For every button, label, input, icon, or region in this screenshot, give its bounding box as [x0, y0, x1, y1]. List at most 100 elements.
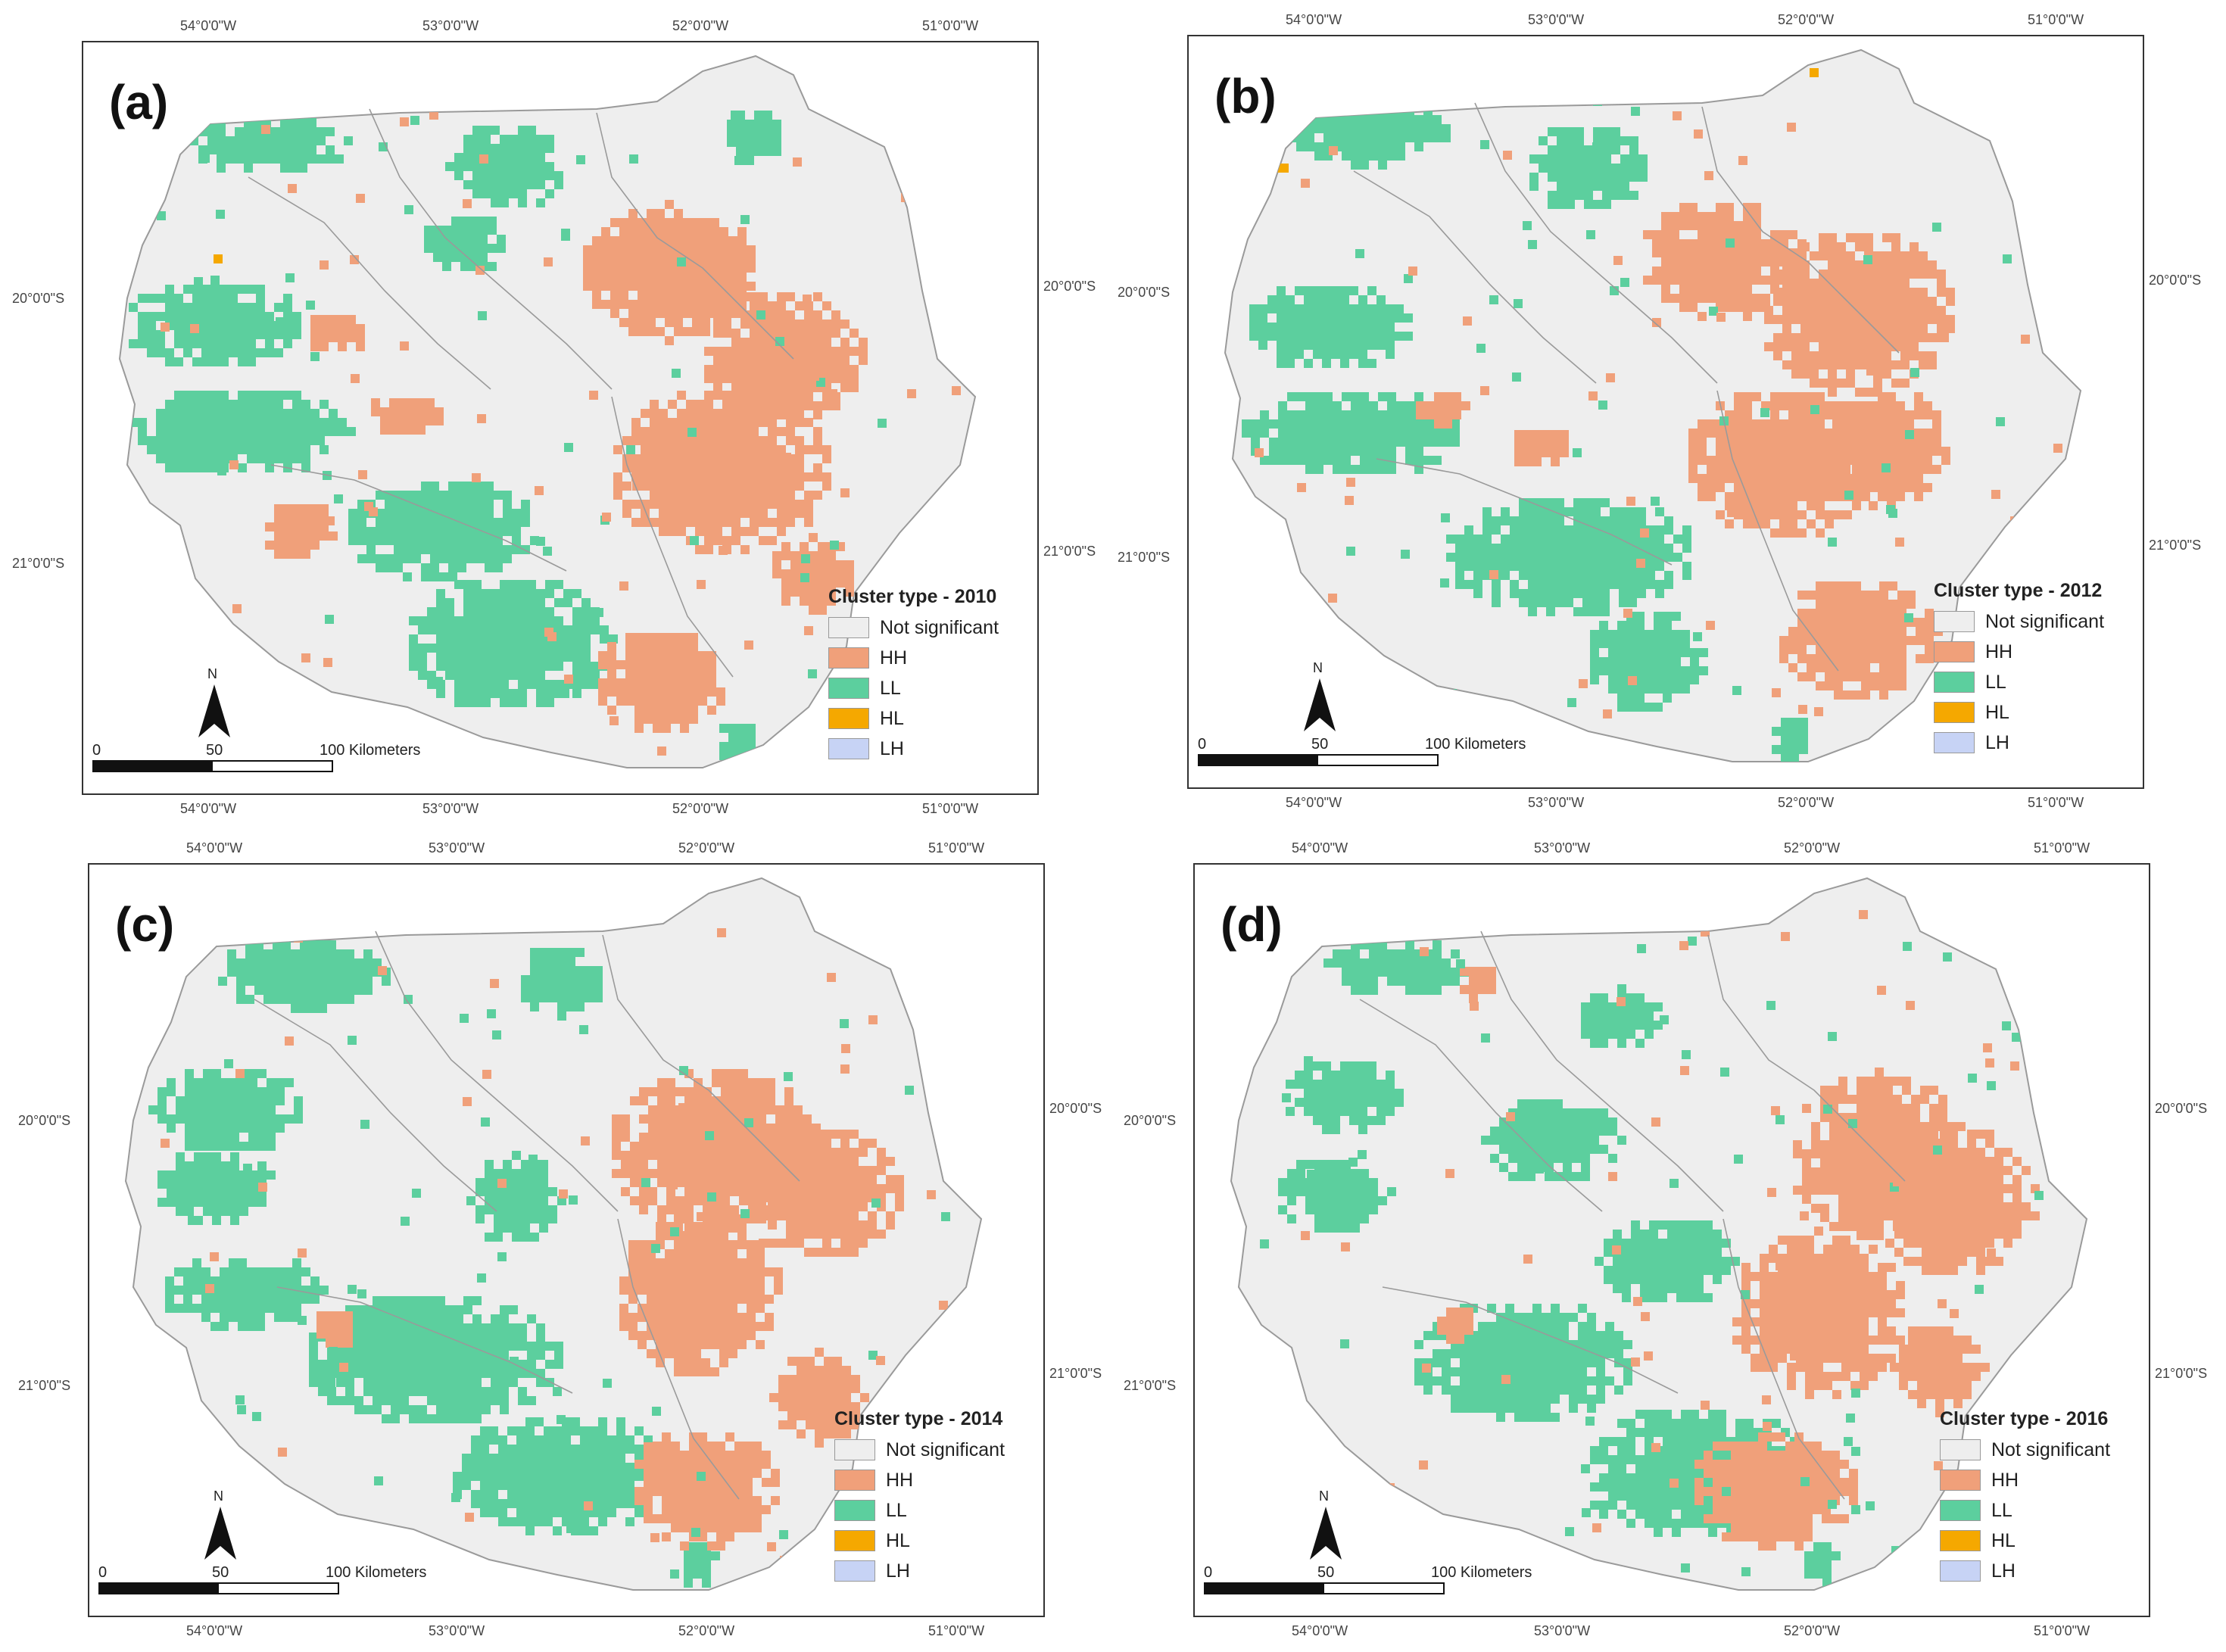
cluster-cell-hh	[389, 398, 398, 407]
cluster-cell-ll	[165, 1295, 174, 1304]
cluster-cell-ll	[194, 1198, 203, 1207]
cluster-cell-ll	[544, 1472, 553, 1481]
cluster-cell-ll	[518, 680, 527, 689]
cluster-cell-ll	[1537, 507, 1546, 516]
cluster-cell-hh	[1896, 438, 1905, 447]
cluster-cell-hh	[740, 383, 750, 392]
cluster-cell-ll	[192, 312, 201, 321]
cluster-cell-ll	[248, 1087, 257, 1096]
cluster-cell-hh	[822, 329, 831, 338]
cluster-cell-hh	[1906, 591, 1916, 600]
cluster-cell-ll	[1799, 736, 1808, 745]
cluster-cell-hh	[1843, 690, 1852, 700]
cluster-cell-hh	[657, 747, 666, 756]
cluster-cell-hh	[677, 418, 686, 427]
cluster-cell-hh	[1670, 221, 1679, 230]
cluster-cell-ll	[1267, 323, 1277, 332]
cluster-cell-ll	[1573, 448, 1582, 457]
cluster-cell-ll	[366, 527, 376, 536]
cluster-cell-ll	[201, 1295, 210, 1304]
cluster-cell-hh	[1896, 483, 1905, 492]
cluster-cell-hh	[283, 522, 292, 531]
cluster-cell-ll	[274, 330, 283, 339]
cluster-cell-ll	[1510, 535, 1519, 544]
cluster-cell-ll	[239, 1142, 248, 1151]
cluster-cell-ll	[475, 491, 485, 500]
cluster-cell-ll	[453, 1472, 462, 1481]
cluster-cell-ll	[409, 653, 418, 662]
cluster-cell-hh	[671, 633, 680, 642]
cluster-cell-hh	[722, 454, 731, 463]
cluster-cell-ll	[553, 1490, 562, 1499]
cluster-cell-ll	[1433, 124, 1442, 133]
cluster-cell-ll	[491, 607, 500, 616]
cluster-cell-ll	[327, 1360, 336, 1369]
cluster-cell-hh	[1443, 401, 1452, 410]
cluster-cell-ll	[509, 189, 518, 198]
cluster-cell-hh	[1828, 251, 1837, 260]
cluster-cell-ll	[512, 527, 521, 536]
cluster-cell-hh	[356, 333, 365, 342]
cluster-cell-ll	[274, 348, 283, 357]
cluster-cell-ll	[745, 120, 754, 129]
cluster-cell-ll	[430, 545, 439, 554]
cluster-cell-hh	[1725, 257, 1734, 267]
cluster-cell-hh	[731, 463, 740, 472]
cluster-cell-ll	[1351, 465, 1360, 474]
cluster-cell-hh	[1688, 465, 1698, 474]
cluster-cell-hh	[804, 338, 813, 347]
cluster-cell-hh	[695, 491, 704, 500]
cluster-cell-ll	[690, 536, 699, 545]
cluster-cell-ll	[427, 1387, 436, 1396]
cluster-cell-ll	[548, 975, 557, 984]
cluster-cell-hh	[768, 427, 777, 436]
cluster-cell-ll	[1637, 516, 1646, 525]
cluster-cell-ll	[1342, 115, 1351, 124]
cluster-cell-hh	[1861, 672, 1870, 681]
cluster-cell-hh	[813, 338, 822, 347]
cluster-cell-ll	[212, 1069, 221, 1078]
cluster-cell-ll	[418, 1414, 427, 1423]
cluster-cell-hh	[1946, 297, 1955, 306]
cluster-cell-ll	[1386, 332, 1395, 341]
cluster-cell-ll	[301, 418, 310, 427]
cluster-cell-ll	[1482, 525, 1492, 535]
cluster-cell-ll	[548, 948, 557, 957]
cluster-cell-hh	[1779, 645, 1788, 654]
cluster-cell-ll	[536, 680, 545, 689]
cluster-cell-hh	[1841, 447, 1850, 456]
cluster-cell-ll	[147, 445, 156, 454]
cluster-cell-ll	[1333, 447, 1342, 456]
cluster-cell-hh	[1900, 297, 1910, 306]
cluster-cell-ll	[256, 454, 265, 463]
cluster-cell-ll	[1396, 124, 1405, 133]
cluster-cell-ll	[430, 491, 439, 500]
cluster-cell-ll	[283, 436, 292, 445]
cluster-cell-ll	[1546, 535, 1555, 544]
cluster-cell-hh	[686, 509, 695, 518]
cluster-cell-hh	[1782, 251, 1791, 260]
cluster-cell-ll	[421, 518, 430, 527]
cluster-cell-hh	[665, 236, 674, 245]
cluster-cell-hh	[1895, 538, 1904, 547]
cluster-cell-ll	[1323, 410, 1333, 419]
cluster-cell-ll	[535, 1490, 544, 1499]
cluster-cell-hh	[665, 218, 674, 227]
cluster-cell-ll	[1287, 124, 1296, 133]
cluster-cell-ll	[457, 527, 466, 536]
cluster-cell-hh	[786, 418, 795, 427]
cluster-cell-hh	[1825, 663, 1834, 672]
cluster-cell-hh	[1779, 438, 1788, 447]
cluster-cell-hh	[728, 245, 737, 254]
cluster-cell-ll	[1260, 429, 1269, 438]
cluster-cell-ll	[472, 144, 482, 153]
cluster-cell-ll	[580, 1481, 589, 1490]
cluster-cell-ll	[325, 615, 334, 624]
cluster-cell-ll	[1582, 544, 1592, 553]
cluster-cell-ll	[503, 518, 512, 527]
cluster-cell-ll	[545, 144, 554, 153]
cluster-cell-ll	[463, 1305, 472, 1314]
cluster-cell-ll	[1331, 313, 1340, 323]
cluster-cell-ll	[1482, 516, 1492, 525]
cluster-cell-ll	[194, 1096, 203, 1105]
